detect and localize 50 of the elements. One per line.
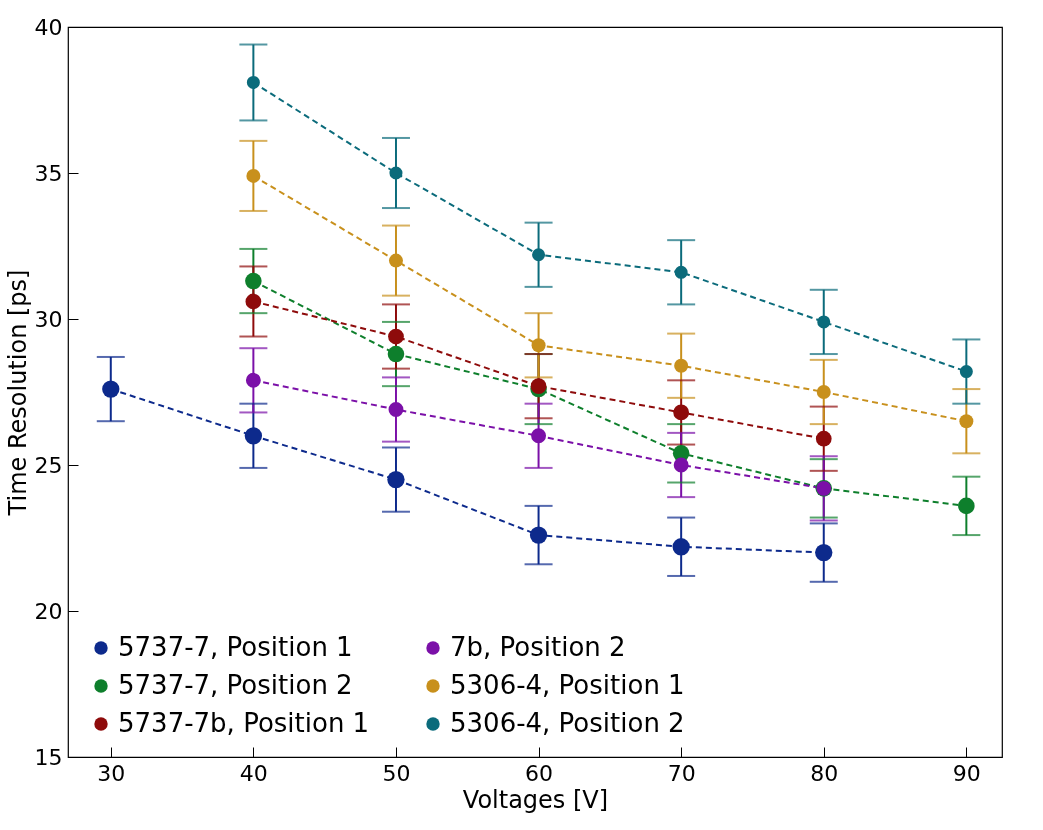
point: [388, 253, 403, 268]
legend-label: 7b, Position 2: [450, 632, 626, 662]
point: [673, 457, 689, 473]
point: [102, 380, 120, 398]
point: [388, 402, 404, 417]
y-tick-label: 15: [34, 744, 63, 770]
point: [387, 470, 405, 489]
point: [816, 385, 831, 399]
point: [245, 272, 262, 290]
legend-label: 5737-7, Position 1: [118, 632, 353, 662]
point: [388, 328, 404, 345]
legend-label: 5737-7, Position 2: [118, 670, 353, 700]
x-tick-label: 90: [952, 760, 981, 786]
point: [387, 345, 405, 363]
point: [244, 427, 263, 445]
point: [245, 293, 262, 310]
point: [246, 168, 261, 183]
legend-label: 5306-4, Position 1: [450, 670, 685, 700]
legend-label: 5306-4, Position 2: [450, 708, 685, 738]
point: [673, 404, 690, 421]
point: [959, 414, 974, 429]
y-tick-label: 40: [34, 14, 63, 40]
x-tick-label: 60: [525, 760, 554, 786]
point: [672, 538, 690, 556]
point: [389, 166, 403, 180]
y-tick-label: 30: [34, 306, 63, 332]
point: [245, 372, 261, 388]
point: [958, 497, 975, 515]
legend-label: 5737-7b, Position 1: [118, 708, 370, 738]
x-tick-label: 70: [667, 760, 696, 786]
point: [674, 265, 688, 279]
x-tick-label: 30: [97, 760, 126, 786]
y-tick-label: 25: [34, 452, 63, 478]
point: [815, 430, 832, 447]
point: [815, 543, 833, 562]
point: [531, 338, 546, 353]
y-tick-label: 35: [34, 160, 63, 186]
point: [532, 248, 546, 262]
x-axis-title: Voltages [V]: [462, 785, 609, 814]
point: [529, 526, 548, 544]
point: [246, 75, 260, 89]
x-tick-label: 80: [810, 760, 839, 786]
y-tick-label: 20: [34, 598, 63, 624]
point: [817, 315, 831, 329]
y-axis-title: Time Resolution [ps]: [3, 269, 32, 517]
x-tick-label: 40: [239, 760, 268, 786]
x-tick-label: 50: [382, 760, 411, 786]
point: [531, 428, 547, 444]
point: [959, 365, 973, 379]
point: [674, 358, 689, 373]
